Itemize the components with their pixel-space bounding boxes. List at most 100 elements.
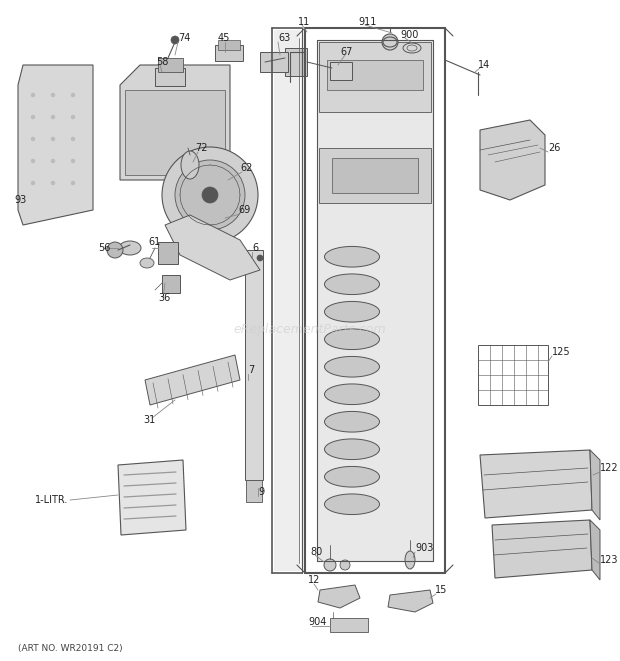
Ellipse shape (324, 247, 379, 267)
Bar (330, 618, 368, 632)
Text: 26: 26 (548, 143, 560, 153)
Text: 900: 900 (400, 30, 419, 40)
Bar (218, 40, 240, 50)
Bar (158, 242, 178, 264)
Ellipse shape (383, 37, 397, 47)
Polygon shape (145, 355, 240, 405)
Polygon shape (118, 460, 186, 535)
Text: 911: 911 (358, 17, 376, 27)
Bar (245, 250, 263, 480)
Ellipse shape (181, 151, 199, 179)
Circle shape (71, 93, 75, 97)
Polygon shape (274, 30, 300, 571)
Bar (330, 62, 352, 80)
Text: 7: 7 (248, 365, 254, 375)
Polygon shape (120, 65, 230, 180)
Text: 45: 45 (218, 33, 231, 43)
Polygon shape (318, 585, 360, 608)
Ellipse shape (324, 494, 379, 514)
Polygon shape (492, 520, 592, 578)
Text: 80: 80 (310, 547, 322, 557)
Bar (332, 158, 418, 193)
Bar (319, 42, 431, 112)
Bar (260, 52, 288, 72)
Text: 31: 31 (143, 415, 155, 425)
Text: 15: 15 (435, 585, 448, 595)
Circle shape (51, 115, 55, 119)
Circle shape (71, 159, 75, 163)
Text: 36: 36 (158, 293, 170, 303)
Polygon shape (480, 120, 545, 200)
Text: 6: 6 (252, 243, 258, 253)
Text: 122: 122 (600, 463, 619, 473)
Circle shape (51, 93, 55, 97)
Polygon shape (125, 90, 225, 175)
Circle shape (51, 137, 55, 141)
Bar (285, 48, 307, 76)
Circle shape (175, 160, 245, 230)
Text: 904: 904 (308, 617, 326, 627)
Text: eReplacementParts.com: eReplacementParts.com (234, 323, 386, 336)
Circle shape (202, 187, 218, 203)
Text: 67: 67 (340, 47, 352, 57)
Circle shape (257, 255, 263, 261)
Polygon shape (480, 450, 592, 518)
Text: 58: 58 (156, 57, 169, 67)
Circle shape (51, 181, 55, 185)
Circle shape (382, 34, 398, 50)
Text: 9: 9 (258, 487, 264, 497)
Ellipse shape (403, 43, 421, 53)
Ellipse shape (324, 356, 379, 377)
Circle shape (31, 181, 35, 185)
Bar (478, 345, 548, 405)
Bar (246, 480, 262, 502)
Polygon shape (590, 450, 600, 520)
Ellipse shape (119, 241, 141, 255)
Ellipse shape (405, 551, 415, 569)
Polygon shape (165, 215, 260, 280)
Ellipse shape (324, 384, 379, 405)
Circle shape (107, 242, 123, 258)
Polygon shape (18, 65, 93, 225)
Bar (162, 275, 180, 293)
Ellipse shape (140, 258, 154, 268)
Ellipse shape (324, 467, 379, 487)
Circle shape (71, 181, 75, 185)
Bar (215, 45, 243, 61)
Text: 12: 12 (308, 575, 321, 585)
Circle shape (71, 137, 75, 141)
Text: (ART NO. WR20191 C2): (ART NO. WR20191 C2) (18, 644, 123, 652)
Circle shape (31, 137, 35, 141)
Text: 56: 56 (98, 243, 110, 253)
Text: 903: 903 (415, 543, 433, 553)
Circle shape (162, 147, 258, 243)
Text: 14: 14 (478, 60, 490, 70)
Text: 1-LITR.: 1-LITR. (35, 495, 68, 505)
Circle shape (31, 159, 35, 163)
Bar (327, 60, 423, 90)
Circle shape (51, 159, 55, 163)
Circle shape (31, 115, 35, 119)
Text: 69: 69 (238, 205, 250, 215)
Ellipse shape (324, 274, 379, 295)
Text: 125: 125 (552, 347, 570, 357)
Polygon shape (388, 590, 433, 612)
Text: 93: 93 (14, 195, 26, 205)
Ellipse shape (324, 439, 379, 459)
Text: 74: 74 (178, 33, 190, 43)
Ellipse shape (324, 329, 379, 350)
Circle shape (71, 115, 75, 119)
Bar (158, 58, 183, 72)
Text: 123: 123 (600, 555, 619, 565)
Circle shape (31, 93, 35, 97)
Text: 62: 62 (240, 163, 252, 173)
Text: 63: 63 (278, 33, 290, 43)
Polygon shape (317, 40, 433, 561)
Text: 11: 11 (298, 17, 310, 27)
Bar (155, 68, 185, 86)
Text: 61: 61 (148, 237, 160, 247)
Ellipse shape (324, 411, 379, 432)
Circle shape (171, 36, 179, 44)
Polygon shape (590, 520, 600, 580)
Circle shape (340, 560, 350, 570)
